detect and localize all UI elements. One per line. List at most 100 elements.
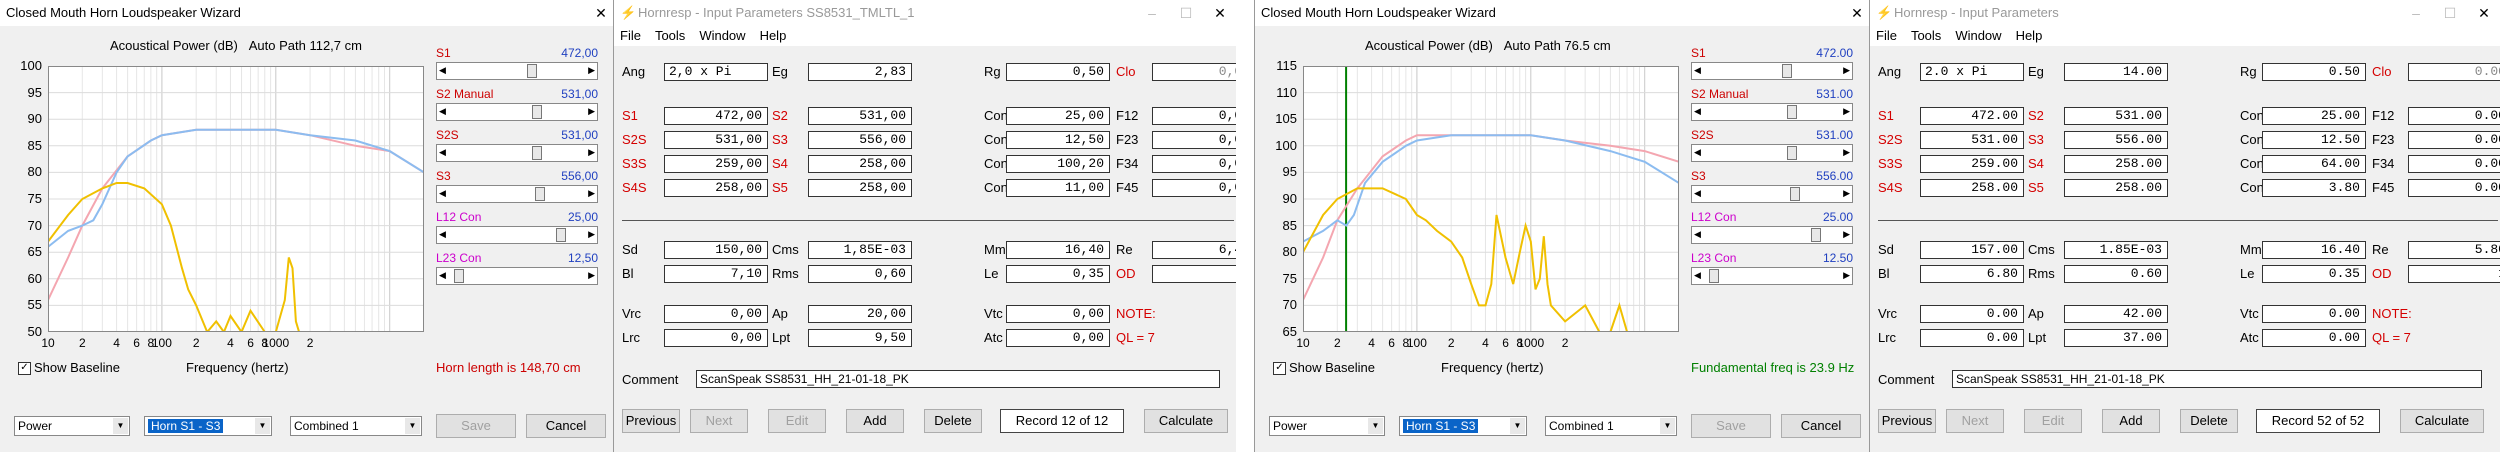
slider-thumb[interactable] bbox=[1787, 146, 1798, 160]
chevron-right-icon[interactable]: ▶ bbox=[588, 147, 595, 157]
chevron-right-icon[interactable]: ▶ bbox=[588, 229, 595, 239]
field-ang-input[interactable]: 2,0 x Pi bbox=[664, 63, 768, 81]
field-s4s-input[interactable]: 258.00 bbox=[1920, 179, 2024, 197]
field-con-input[interactable]: 12.50 bbox=[2262, 131, 2366, 149]
chevron-left-icon[interactable]: ◀ bbox=[439, 65, 446, 75]
field-f34-input[interactable]: 0.00 bbox=[2408, 155, 2500, 173]
field-con-input[interactable]: 64.00 bbox=[2262, 155, 2366, 173]
field-clo-input[interactable]: 0,00 bbox=[1152, 63, 1236, 81]
field-s4s-input[interactable]: 258,00 bbox=[664, 179, 768, 197]
chevron-right-icon[interactable]: ▶ bbox=[1843, 188, 1850, 198]
chevron-left-icon[interactable]: ◀ bbox=[1694, 65, 1701, 75]
field-sd-input[interactable]: 157.00 bbox=[1920, 241, 2024, 259]
field-od-input[interactable]: 1 bbox=[2408, 265, 2500, 283]
chevron-left-icon[interactable]: ◀ bbox=[1694, 188, 1701, 198]
chevron-right-icon[interactable]: ▶ bbox=[1843, 106, 1850, 116]
menu-help[interactable]: Help bbox=[759, 28, 787, 43]
menu-window[interactable]: Window bbox=[699, 28, 746, 43]
field-vtc-input[interactable]: 0,00 bbox=[1006, 305, 1110, 323]
slider-thumb[interactable] bbox=[1811, 228, 1822, 242]
slider-thumb[interactable] bbox=[1787, 105, 1798, 119]
chevron-left-icon[interactable]: ◀ bbox=[1694, 270, 1701, 280]
horn-segment-select[interactable]: Horn S1 - S3 ▼ bbox=[1399, 416, 1527, 436]
menu-window[interactable]: Window bbox=[1955, 28, 2002, 43]
field-con-input[interactable]: 11,00 bbox=[1006, 179, 1110, 197]
chevron-right-icon[interactable]: ▶ bbox=[1843, 270, 1850, 280]
field-s1-input[interactable]: 472,00 bbox=[664, 107, 768, 125]
field-s3s-input[interactable]: 259,00 bbox=[664, 155, 768, 173]
show-baseline-checkbox[interactable]: ✓ bbox=[1273, 362, 1286, 375]
chevron-down-icon[interactable]: ▼ bbox=[255, 418, 270, 434]
menu-file[interactable]: File bbox=[1876, 28, 1897, 43]
menu-tools[interactable]: Tools bbox=[1910, 28, 1942, 43]
field-lrc-input[interactable]: 0.00 bbox=[1920, 329, 2024, 347]
slider-s2[interactable]: ◀ ▶ bbox=[1691, 103, 1853, 121]
chevron-left-icon[interactable]: ◀ bbox=[439, 229, 446, 239]
output-mode-select[interactable]: Power ▼ bbox=[1269, 416, 1385, 436]
field-eg-input[interactable]: 2,83 bbox=[808, 63, 912, 81]
chevron-right-icon[interactable]: ▶ bbox=[1843, 65, 1850, 75]
field-eg-input[interactable]: 14.00 bbox=[2064, 63, 2168, 81]
chevron-down-icon[interactable]: ▼ bbox=[1510, 418, 1525, 434]
field-cms-input[interactable]: 1,85E-03 bbox=[808, 241, 912, 259]
close-icon[interactable]: ✕ bbox=[595, 5, 607, 21]
field-rg-input[interactable]: 0,50 bbox=[1006, 63, 1110, 81]
slider-thumb[interactable] bbox=[454, 269, 465, 283]
next-button[interactable]: Next bbox=[690, 409, 748, 433]
field-f12-input[interactable]: 0,00 bbox=[1152, 107, 1236, 125]
field-lpt-input[interactable]: 37.00 bbox=[2064, 329, 2168, 347]
chevron-left-icon[interactable]: ◀ bbox=[439, 270, 446, 280]
field-s5-input[interactable]: 258.00 bbox=[2064, 179, 2168, 197]
field-f23-input[interactable]: 0.00 bbox=[2408, 131, 2500, 149]
chevron-right-icon[interactable]: ▶ bbox=[588, 106, 595, 116]
combined-select[interactable]: Combined 1 ▼ bbox=[1545, 416, 1677, 436]
field-s2s-input[interactable]: 531,00 bbox=[664, 131, 768, 149]
field-bl-input[interactable]: 7,10 bbox=[664, 265, 768, 283]
menu-file[interactable]: File bbox=[620, 28, 641, 43]
field-mmd-input[interactable]: 16,40 bbox=[1006, 241, 1110, 259]
field-con-input[interactable]: 3.80 bbox=[2262, 179, 2366, 197]
slider-s1[interactable]: ◀ ▶ bbox=[436, 62, 598, 80]
output-mode-select[interactable]: Power ▼ bbox=[14, 416, 130, 436]
field-con-input[interactable]: 25,00 bbox=[1006, 107, 1110, 125]
add-button[interactable]: Add bbox=[2102, 409, 2160, 433]
comment-input[interactable]: ScanSpeak SS8531_HH_21-01-18_PK bbox=[1952, 370, 2482, 388]
field-f45-input[interactable]: 0,00 bbox=[1152, 179, 1236, 197]
field-vtc-input[interactable]: 0.00 bbox=[2262, 305, 2366, 323]
field-clo-input[interactable]: 0.00 bbox=[2408, 63, 2500, 81]
add-button[interactable]: Add bbox=[846, 409, 904, 433]
edit-button[interactable]: Edit bbox=[768, 409, 826, 433]
field-mmd-input[interactable]: 16.40 bbox=[2262, 241, 2366, 259]
horn-segment-select[interactable]: Horn S1 - S3 ▼ bbox=[144, 416, 272, 436]
cancel-button[interactable]: Cancel bbox=[1781, 414, 1861, 438]
slider-s3[interactable]: ◀ ▶ bbox=[436, 185, 598, 203]
chevron-down-icon[interactable]: ▼ bbox=[405, 418, 420, 434]
delete-button[interactable]: Delete bbox=[924, 409, 982, 433]
chevron-right-icon[interactable]: ▶ bbox=[588, 270, 595, 280]
field-ang-input[interactable]: 2.0 x Pi bbox=[1920, 63, 2024, 81]
show-baseline-checkbox[interactable]: ✓ bbox=[18, 362, 31, 375]
field-s4-input[interactable]: 258,00 bbox=[808, 155, 912, 173]
slider-thumb[interactable] bbox=[1789, 187, 1800, 201]
slider-s1[interactable]: ◀ ▶ bbox=[1691, 62, 1853, 80]
cancel-button[interactable]: Cancel bbox=[526, 414, 606, 438]
chevron-left-icon[interactable]: ◀ bbox=[439, 106, 446, 116]
field-lpt-input[interactable]: 9,50 bbox=[808, 329, 912, 347]
minimize-icon[interactable]: – bbox=[2412, 5, 2420, 21]
field-con-input[interactable]: 12,50 bbox=[1006, 131, 1110, 149]
field-atc-input[interactable]: 0,00 bbox=[1006, 329, 1110, 347]
slider-l23[interactable]: ◀ ▶ bbox=[436, 267, 598, 285]
field-con-input[interactable]: 100,20 bbox=[1006, 155, 1110, 173]
field-atc-input[interactable]: 0.00 bbox=[2262, 329, 2366, 347]
next-button[interactable]: Next bbox=[1946, 409, 2004, 433]
field-vrc-input[interactable]: 0.00 bbox=[1920, 305, 2024, 323]
slider-thumb[interactable] bbox=[534, 187, 545, 201]
chevron-left-icon[interactable]: ◀ bbox=[1694, 106, 1701, 116]
menu-help[interactable]: Help bbox=[2015, 28, 2043, 43]
field-le-input[interactable]: 0,35 bbox=[1006, 265, 1110, 283]
chevron-right-icon[interactable]: ▶ bbox=[1843, 147, 1850, 157]
slider-s3[interactable]: ◀ ▶ bbox=[1691, 185, 1853, 203]
field-f45-input[interactable]: 0.00 bbox=[2408, 179, 2500, 197]
slider-l12[interactable]: ◀ ▶ bbox=[436, 226, 598, 244]
previous-button[interactable]: Previous bbox=[622, 409, 680, 433]
